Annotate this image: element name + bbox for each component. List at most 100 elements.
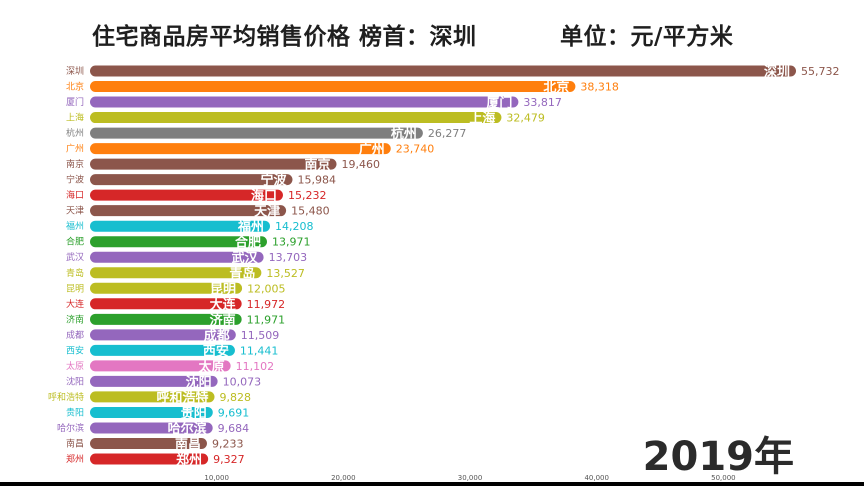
bar-name-label: 济南 (210, 312, 236, 328)
bar-name-label: 青岛 (229, 266, 255, 282)
value-label: 9,691 (218, 406, 250, 419)
category-label: 南昌 (66, 437, 84, 449)
bar (90, 391, 215, 403)
bottom-divider (0, 482, 864, 486)
bar (90, 298, 242, 310)
category-label: 青岛 (66, 267, 84, 279)
bar (90, 282, 243, 294)
category-label: 昆明 (66, 283, 84, 294)
bar-name-label: 昆明 (210, 281, 236, 297)
value-label: 11,509 (241, 329, 280, 342)
value-label: 11,971 (247, 313, 286, 326)
category-label: 成都 (66, 329, 84, 341)
value-label: 11,972 (247, 298, 286, 311)
bar (90, 112, 502, 124)
category-label: 西安 (66, 344, 84, 356)
bar-name-label: 太原 (198, 359, 225, 375)
value-label: 55,732 (801, 65, 840, 78)
bar-name-label: 合肥 (235, 235, 261, 251)
value-label: 19,460 (342, 158, 381, 171)
value-label: 23,740 (396, 143, 435, 156)
bar (90, 189, 283, 201)
category-label: 福州 (66, 220, 84, 232)
bar-name-label: 天津 (254, 204, 280, 220)
category-label: 天津 (66, 206, 84, 217)
bar-name-label: 南昌 (175, 436, 201, 452)
value-label: 15,480 (291, 205, 330, 218)
value-label: 9,327 (213, 453, 245, 466)
category-label: 海口 (66, 189, 84, 201)
category-label: 合肥 (66, 236, 84, 248)
value-label: 12,005 (247, 282, 286, 295)
bar-name-label: 哈尔滨 (168, 421, 207, 437)
category-label: 宁波 (66, 174, 84, 186)
bar-name-label: 深圳 (764, 64, 790, 80)
bar-name-label: 北京 (543, 80, 569, 96)
category-label: 杭州 (66, 127, 84, 139)
value-label: 26,277 (428, 127, 467, 140)
category-label: 深圳 (66, 66, 84, 77)
value-label: 33,817 (523, 96, 562, 109)
bar (90, 220, 270, 232)
bar (90, 329, 236, 341)
bar (90, 453, 209, 465)
value-label: 15,232 (288, 189, 327, 202)
bar (90, 158, 337, 170)
bar-name-label: 西安 (203, 343, 229, 359)
value-label: 9,684 (218, 422, 250, 435)
category-label: 厦门 (66, 96, 84, 108)
chart-title: 住宅商品房平均销售价格 榜首：深圳 (92, 24, 477, 50)
category-label: 上海 (66, 112, 84, 124)
category-label: 大连 (66, 298, 84, 310)
category-label: 哈尔滨 (57, 422, 84, 434)
bar (90, 313, 242, 325)
category-label: 沈阳 (66, 375, 84, 387)
category-label: 广州 (66, 143, 84, 155)
bar-name-label: 上海 (469, 111, 495, 127)
bar (90, 174, 293, 186)
category-label: 武汉 (66, 251, 84, 263)
unit-label: 单位：元/平方米 (560, 24, 734, 50)
bar-name-label: 郑州 (176, 452, 202, 468)
bar (90, 251, 264, 263)
bar (90, 406, 213, 418)
value-label: 13,971 (272, 236, 311, 249)
bar-name-label: 海口 (251, 188, 277, 204)
category-label: 呼和浩特 (48, 391, 84, 403)
x-tick-label: 30,000 (458, 474, 483, 482)
bar-name-label: 呼和浩特 (156, 390, 208, 406)
bar (90, 267, 262, 279)
value-label: 13,527 (266, 267, 305, 280)
bar-name-label: 成都 (204, 328, 230, 344)
value-label: 32,479 (506, 112, 545, 125)
category-label: 郑州 (66, 453, 84, 465)
bar-name-label: 沈阳 (186, 374, 212, 390)
value-label: 9,828 (219, 391, 251, 404)
value-label: 11,441 (240, 344, 279, 357)
value-label: 11,102 (236, 360, 275, 373)
year-label: 2019年 (642, 434, 794, 480)
bar-name-label: 福州 (237, 219, 264, 235)
bar (90, 360, 231, 372)
bar-name-label: 南京 (304, 157, 330, 173)
bar (90, 96, 519, 108)
bar (90, 81, 576, 93)
x-tick-label: 10,000 (204, 474, 229, 482)
category-label: 贵阳 (66, 406, 84, 418)
bar (90, 127, 423, 139)
bar (90, 344, 235, 356)
x-tick-label: 40,000 (584, 474, 609, 482)
bar-name-label: 厦门 (486, 95, 512, 111)
value-label: 10,073 (223, 375, 262, 388)
category-label: 南京 (66, 158, 84, 170)
value-label: 38,318 (580, 81, 619, 94)
bar-name-label: 杭州 (391, 126, 417, 142)
value-label: 15,984 (297, 174, 336, 187)
bar-name-label: 大连 (210, 297, 237, 313)
bar-name-label: 武汉 (232, 250, 259, 266)
bar-name-label: 广州 (359, 142, 385, 158)
bar (90, 205, 287, 217)
value-label: 14,208 (275, 220, 314, 233)
bar (90, 422, 213, 434)
